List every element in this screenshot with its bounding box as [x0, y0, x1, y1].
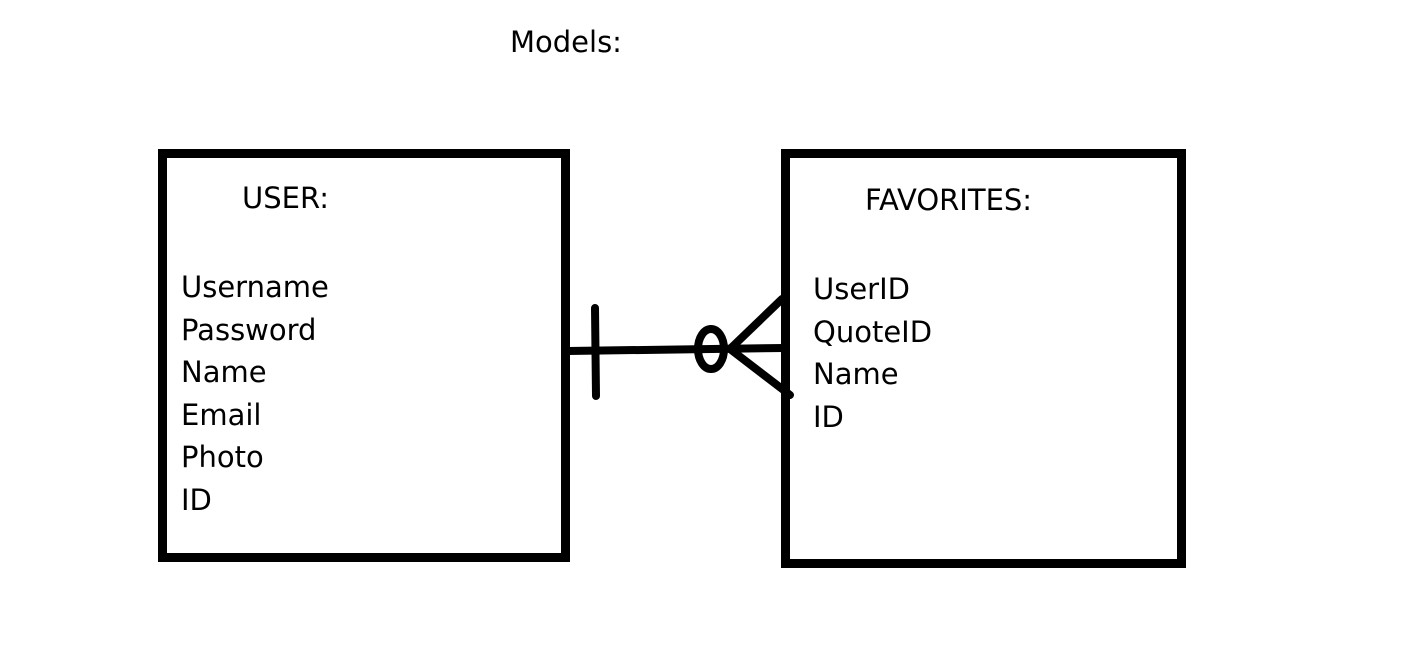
field-item: Username	[181, 270, 329, 304]
entity-user: USER: Username Password Name Email Photo…	[158, 149, 570, 562]
field-item: Email	[181, 397, 262, 432]
diagram-title: Models:	[510, 25, 622, 59]
field-item: UserID	[813, 272, 910, 306]
field-item: Photo	[181, 440, 264, 474]
field-item: Name	[181, 355, 267, 389]
one-bar-mark	[591, 304, 600, 400]
field-item: Password	[181, 312, 317, 347]
zero-circle-mark	[694, 325, 728, 373]
field-list: UserID QuoteID Name ID	[813, 268, 932, 438]
field-item: ID	[813, 399, 844, 434]
entity-name: FAVORITES:	[865, 183, 1033, 217]
entity-favorites: FAVORITES: UserID QuoteID Name ID	[781, 149, 1186, 568]
field-item: Name	[813, 357, 899, 391]
field-item: ID	[181, 482, 212, 517]
field-item: QuoteID	[813, 314, 933, 349]
entity-name: USER:	[242, 181, 329, 215]
field-list: Username Password Name Email Photo ID	[181, 266, 329, 521]
relationship-line	[564, 344, 788, 355]
crow-foot-upper-prong	[726, 295, 786, 353]
